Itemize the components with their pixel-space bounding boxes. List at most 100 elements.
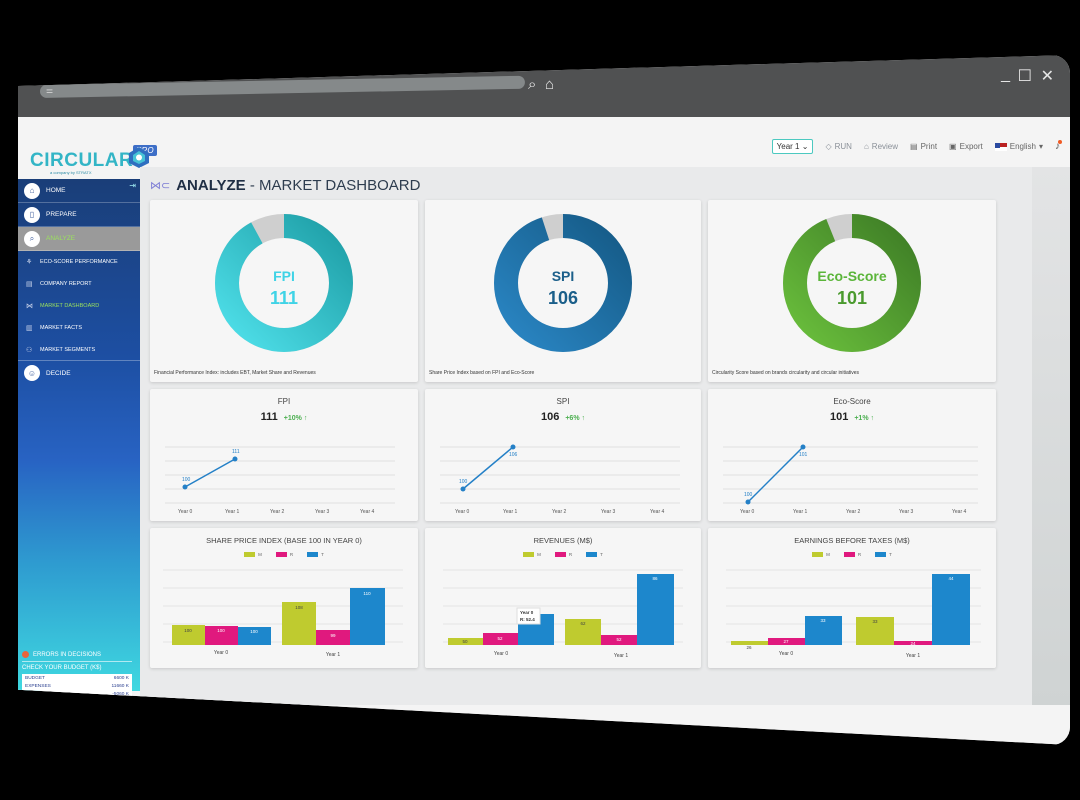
spi-line-title: SPI [556, 397, 570, 406]
search-icon[interactable]: ⌕ [528, 76, 537, 93]
eco-score-change: +1% ↑ [854, 415, 874, 422]
clipboard-icon: ▯ [24, 206, 40, 223]
close-button[interactable]: ✕ [1040, 68, 1054, 85]
svg-text:Year 1: Year 1 [614, 653, 628, 659]
spi-donut-card: SPI 106 Share Price Index based on FPI a… [425, 200, 701, 382]
sidebar-subitem-market-facts[interactable]: ▥ MARKET FACTS [18, 317, 140, 339]
budget-value: 6600 K [113, 675, 129, 681]
eco-score-line-title: Eco-Score [833, 397, 871, 406]
legend-item-m[interactable]: M [244, 552, 262, 557]
table-row: EXPENSES 11660 K [22, 682, 132, 690]
sidebar-item-prepare[interactable]: ▯ PREPARE [18, 203, 140, 227]
svg-text:Year 1: Year 1 [503, 509, 517, 515]
svg-text:110: 110 [363, 591, 371, 596]
sidebar-subitem-market-segments[interactable]: ⚇ MARKET SEGMENTS [18, 339, 140, 361]
print-button[interactable]: ▤ Print [910, 142, 937, 151]
sidebar-item-label: MARKET DASHBOARD [40, 303, 100, 309]
legend-item-t[interactable]: T [875, 552, 892, 557]
sidebar-item-home[interactable]: ⌂ HOME [18, 179, 140, 203]
export-button[interactable]: ▣ Export [949, 142, 983, 151]
eco-score-donut-card: Eco-Score 101 Circularity Score based on… [708, 200, 996, 382]
earnings-before-taxes-title: EARNINGS BEFORE TAXES (M$) [794, 536, 910, 545]
table-row: SURPLUS -5060 K [22, 690, 132, 698]
fpi-donut-chart [215, 214, 353, 352]
legend-label: M [258, 552, 262, 557]
svg-text:Year 2: Year 2 [846, 509, 860, 515]
logo-byline: a company by STRATX [50, 170, 92, 175]
svg-text:Year 2: Year 2 [270, 509, 284, 515]
language-select[interactable]: English ▾ [994, 142, 1043, 151]
user-icon: ☺ [24, 365, 40, 381]
svg-text:Year 0: Year 0 [740, 509, 754, 515]
svg-text:33: 33 [820, 618, 826, 623]
legend-item-r[interactable]: R [275, 552, 293, 557]
logo[interactable]: CIRCULAR PRO a company by STRATX [30, 145, 157, 175]
errors-label: ERRORS IN DECISIONS [33, 651, 102, 658]
svg-text:Year 1: Year 1 [326, 652, 340, 658]
spi-line-card: SPI 106 +6% ↑ 100 106 Year 0 Year 1 Year 2 Ye… [425, 389, 701, 521]
year-select-value: Year 1 [776, 142, 800, 151]
chart-legend: M R T [425, 552, 701, 557]
legend-item-r[interactable]: R [554, 552, 572, 557]
legend-item-m[interactable]: M [523, 552, 541, 557]
legend-label: M [826, 552, 830, 557]
sidebar-item-label: MARKET SEGMENTS [40, 346, 96, 353]
fpi-donut-name: FPI [273, 268, 295, 284]
legend-item-t[interactable]: T [586, 552, 603, 557]
eco-score-description: Circularity Score based on brands circul… [712, 370, 860, 376]
legend-item-m[interactable]: M [812, 552, 830, 557]
search-icon: ⌕ [24, 230, 40, 247]
export-icon: ▣ [949, 142, 957, 151]
eco-score-value: 101 [829, 411, 849, 423]
earnings-before-taxes-bar-chart: 26 27 33 33 24 44 Year 0 Year 1 [726, 569, 981, 659]
sidebar-item-label: COMPANY REPORT [40, 281, 92, 287]
minimize-button[interactable]: _ [1001, 66, 1010, 83]
legend-item-t[interactable]: T [307, 552, 324, 557]
legend-item-r[interactable]: R [843, 552, 861, 557]
review-icon: ⌂ [863, 142, 869, 151]
eco-score-donut-value: 101 [836, 288, 868, 308]
svg-text:Year 4: Year 4 [952, 509, 966, 515]
language-label: English [1009, 142, 1036, 151]
tune-icon[interactable]: ⚌ [45, 85, 54, 95]
legend-label: M [537, 552, 541, 557]
collapse-sidebar-icon[interactable]: ⇥ [129, 181, 136, 190]
maximize-button[interactable]: ☐ [1017, 68, 1032, 85]
svg-text:Year 3: Year 3 [601, 509, 615, 515]
svg-text:Year 2: Year 2 [552, 509, 566, 515]
spi-donut-value: 106 [547, 288, 579, 308]
home-icon[interactable]: ⌂ [545, 76, 555, 93]
review-button[interactable]: ⌂ Review [864, 142, 898, 151]
svg-text:86: 86 [652, 576, 658, 581]
sidebar-item-analyze[interactable]: ⌕ ANALYZE [18, 227, 140, 251]
svg-text:Year 1: Year 1 [793, 509, 807, 515]
svg-text:Year 0: Year 0 [455, 509, 469, 515]
export-label: Export [959, 142, 983, 151]
spi-donut-chart [494, 214, 632, 352]
notification-bell-icon[interactable]: ♪ [1055, 140, 1062, 152]
us-flag-icon [994, 142, 1007, 151]
errors-in-decisions-link[interactable]: ERRORS IN DECISIONS [22, 651, 132, 662]
fpi-line-chart: 100 111 Year 0 Year 1 Year 2 Year 3 Year 4 [165, 446, 395, 515]
address-bar[interactable]: ⚌ [39, 75, 526, 98]
svg-text:100: 100 [459, 479, 468, 485]
svg-text:100: 100 [744, 492, 753, 498]
chevron-down-icon: ⌄ [801, 142, 809, 151]
svg-text:Year 1: Year 1 [906, 653, 920, 659]
sidebar-subitem-market-dashboard[interactable]: ⋈ MARKET DASHBOARD [18, 295, 140, 317]
review-label: Review [871, 142, 899, 151]
sidebar-item-decide[interactable]: ☺ DECIDE [18, 361, 140, 385]
run-button[interactable]: ◇ RUN [825, 142, 852, 151]
spi-value: 106 [540, 411, 560, 423]
svg-text:52: 52 [616, 637, 622, 642]
run-label: RUN [834, 142, 852, 151]
sidebar-subitem-company-report[interactable]: ▤ COMPANY REPORT [18, 273, 140, 295]
year-select[interactable]: Year 1 ⌄ [771, 139, 814, 154]
fpi-change: +10% ↑ [283, 415, 308, 422]
run-icon: ◇ [825, 142, 832, 151]
svg-text:62: 62 [580, 621, 586, 626]
sidebar-subitem-eco-score[interactable]: ⚘ ECO-SCORE PERFORMANCE [18, 251, 140, 273]
sidebar-item-label: ECO-SCORE PERFORMANCE [40, 259, 118, 265]
expenses-value: 11660 K [111, 683, 129, 689]
page-title: ⋈⊂ ANALYZE - MARKET DASHBOARD [150, 177, 1022, 194]
